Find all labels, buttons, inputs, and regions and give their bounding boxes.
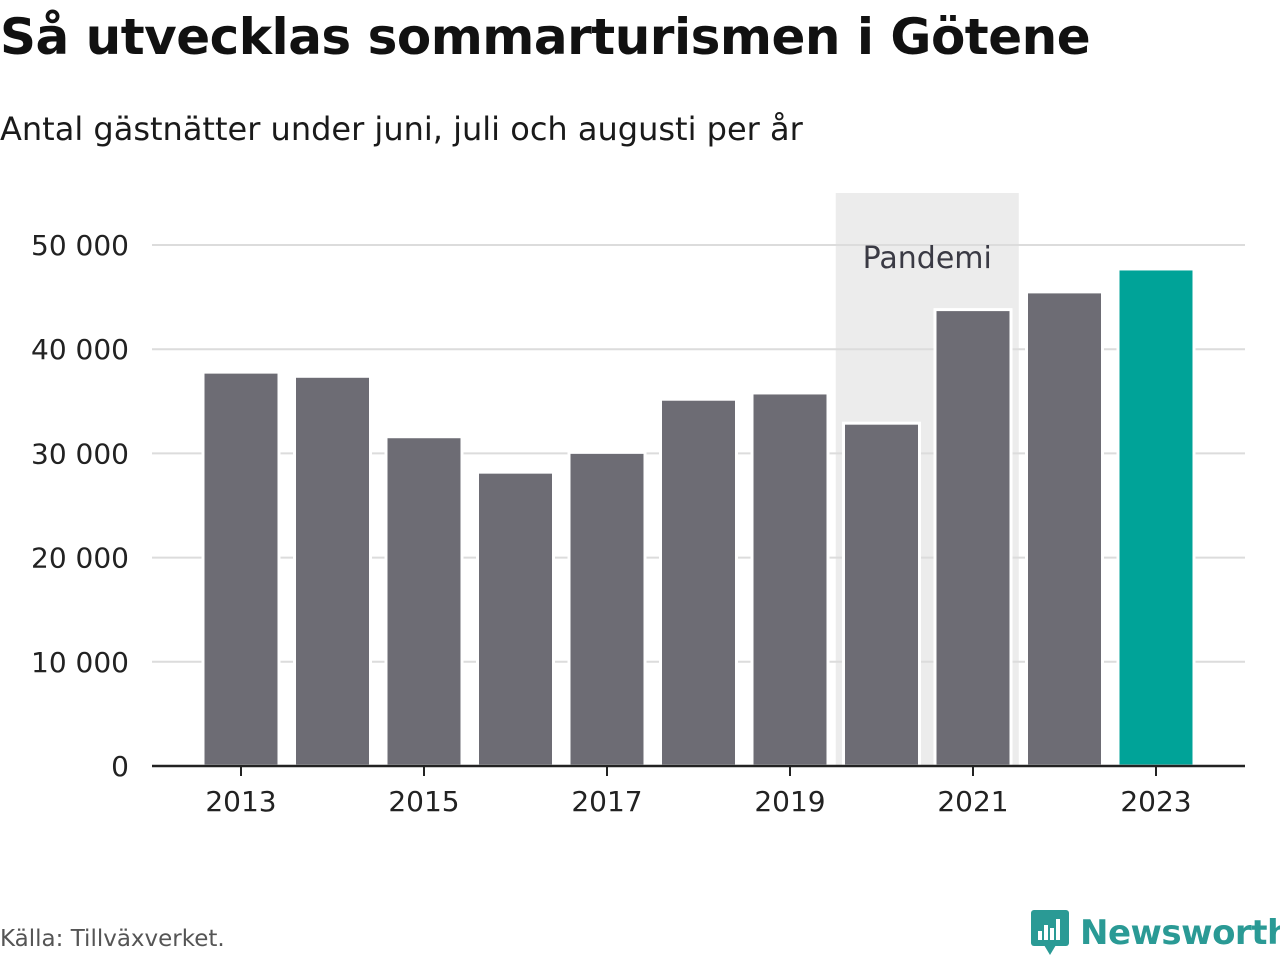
y-tick-label: 30 000 bbox=[31, 437, 129, 470]
chart-subtitle: Antal gästnätter under juni, juli och au… bbox=[0, 110, 803, 148]
bar-2015 bbox=[384, 435, 464, 768]
pandemic-label: Pandemi bbox=[863, 241, 992, 276]
bar-2013 bbox=[201, 370, 281, 768]
x-tick-label: 2019 bbox=[754, 785, 825, 818]
bar-2021 bbox=[933, 308, 1013, 768]
source-note: Källa: Tillväxverket. bbox=[0, 926, 225, 952]
bar-chart: Pandemi 0 10 000 20 000 30 000 40 000 50 000 20… bbox=[31, 193, 1245, 818]
bar-2016 bbox=[476, 470, 555, 768]
y-tick-label: 0 bbox=[111, 750, 129, 783]
chart-title: Så utvecklas sommarturismen i Götene bbox=[0, 8, 1091, 66]
x-tick-label: 2017 bbox=[571, 785, 642, 818]
x-tick-label: 2013 bbox=[205, 785, 276, 818]
y-tick-label: 40 000 bbox=[31, 333, 129, 366]
bar-2019 bbox=[750, 391, 830, 768]
y-tick-label: 10 000 bbox=[31, 646, 129, 679]
brand-name: Newsworthy bbox=[1080, 913, 1280, 953]
bar-2022 bbox=[1025, 290, 1104, 768]
y-tick-label: 50 000 bbox=[31, 229, 129, 262]
bar-2020 bbox=[842, 421, 921, 768]
x-tick-label: 2023 bbox=[1120, 785, 1191, 818]
bar-2014 bbox=[293, 374, 372, 768]
y-tick-label: 20 000 bbox=[31, 542, 129, 575]
brand-logo: Newsworthy bbox=[1030, 908, 1280, 958]
bar-2023 bbox=[1116, 267, 1196, 768]
chart-bubble-icon bbox=[1031, 910, 1069, 955]
bar-2017 bbox=[567, 450, 647, 768]
bar-2018 bbox=[659, 397, 738, 768]
x-tick-label: 2015 bbox=[388, 785, 459, 818]
x-tick-label: 2021 bbox=[937, 785, 1008, 818]
